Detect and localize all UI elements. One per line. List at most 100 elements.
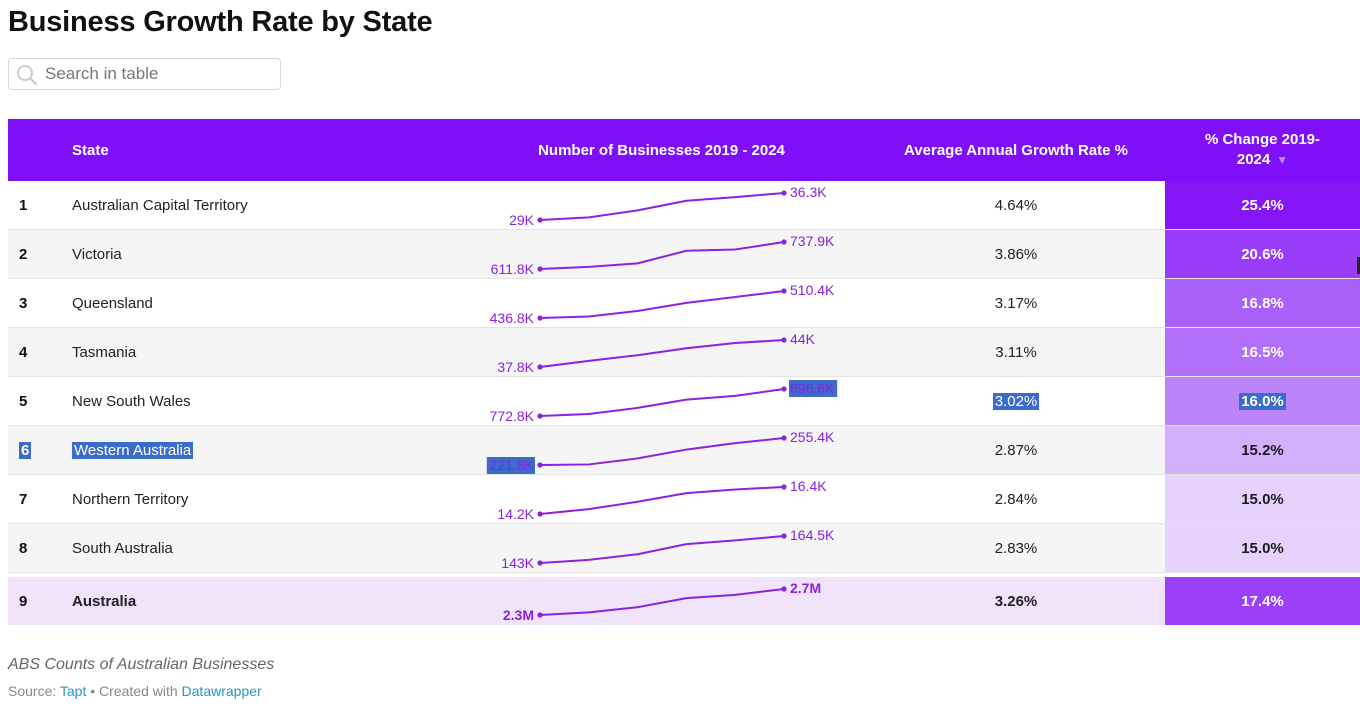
row-pct-change-value: 15.2% [1241, 441, 1284, 459]
row-avg-growth: 3.11% [875, 328, 1157, 376]
sparkline-end-label: 2.7M [790, 580, 821, 596]
column-header-businesses[interactable]: Number of Businesses 2019 - 2024 [538, 141, 785, 159]
sparkline-end-point [781, 435, 787, 441]
sparkline-end-point [781, 586, 787, 592]
row-pct-change-value: 17.4% [1241, 592, 1284, 610]
row-avg-growth: 3.02% [875, 377, 1157, 425]
row-state-value: New South Wales [72, 392, 191, 410]
text-cursor [1357, 257, 1360, 274]
sparkline-start-label: 143K [501, 555, 534, 571]
created-with-text: Created with [99, 683, 178, 699]
text-selection-highlight [789, 380, 838, 397]
sparkline-end-point [781, 190, 787, 196]
datawrapper-link[interactable]: Datawrapper [181, 683, 262, 699]
sparkline-path [539, 437, 785, 466]
row-rank: 2 [19, 230, 27, 278]
search-box[interactable] [8, 58, 281, 90]
sparkline-path [539, 192, 785, 221]
sort-down-icon: ▼ [1276, 153, 1289, 167]
sparkline: 611.8K 737.9K [491, 233, 835, 277]
row-state: Northern Territory [72, 475, 188, 523]
row-avg-growth-value: 3.02% [992, 392, 1040, 410]
row-state: Australian Capital Territory [72, 181, 248, 229]
row-avg-growth-value: 2.83% [994, 539, 1038, 557]
sparkline-end-point [781, 337, 787, 343]
row-rank-value: 6 [19, 441, 32, 459]
row-rank-value: 9 [19, 592, 28, 610]
sparkline-start-point [537, 511, 543, 517]
sparkline-end-label: 36.3K [790, 184, 827, 200]
sparkline-path [539, 241, 785, 270]
sparkline-start-label: 2.3M [503, 607, 534, 623]
page-title: Business Growth Rate by State [8, 6, 433, 38]
row-rank-value: 4 [19, 343, 28, 361]
row-rank: 8 [19, 524, 27, 572]
row-avg-growth: 4.64% [875, 181, 1157, 229]
row-state-value: Western Australia [72, 441, 194, 459]
row-pct-change: 15.0% [1165, 524, 1360, 572]
table-total-row: 9 Australia 2.3M 2.7M 3.26% 17.4% [8, 577, 1360, 625]
row-rank-value: 3 [19, 294, 28, 312]
sparkline-end-point [781, 239, 787, 245]
table-caption: ABS Counts of Australian Businesses [8, 656, 275, 673]
sparkline: 772.8K 896.6K [490, 380, 838, 424]
column-header-avg-growth[interactable]: Average Annual Growth Rate % [904, 141, 1128, 159]
sparkline-end-label: 510.4K [790, 282, 835, 298]
sparkline-path [539, 290, 785, 319]
search-icon [17, 65, 38, 86]
row-rank: 6 [19, 426, 32, 474]
row-rank: 5 [19, 377, 27, 425]
sparkline-start-point [537, 217, 543, 223]
sparkline-start-point [537, 612, 543, 618]
sparkline: 143K 164.5K [501, 527, 835, 571]
search-input[interactable] [45, 62, 275, 86]
sparkline-start-label: 14.2K [497, 506, 534, 522]
separator: • [90, 683, 96, 699]
sparkline-end-label: 896.6K [790, 380, 835, 396]
sparkline-start-point [537, 315, 543, 321]
table-header: State Number of Businesses 2019 - 2024 A… [8, 119, 1360, 181]
row-state-value: Tasmania [72, 343, 137, 361]
sparkline-start-point [537, 560, 543, 566]
table-row: 6 Western Australia 221.8K 255.4K 2.87% 15.2% [8, 426, 1360, 475]
row-rank-value: 1 [19, 196, 28, 214]
source-link[interactable]: Tapt [59, 683, 87, 699]
table-row: 4 Tasmania 37.8K 44K 3.11% 16.5% [8, 328, 1360, 377]
sparkline-start-label: 37.8K [497, 359, 534, 375]
row-pct-change: 20.6% [1165, 230, 1360, 278]
table-row: 2 Victoria 611.8K 737.9K 3.86% 20.6% [8, 230, 1360, 279]
table-body: 1 Australian Capital Territory 29K 36.3K 4.6… [8, 181, 1360, 625]
sparkline-end-label: 737.9K [790, 233, 835, 249]
sparkline-start-label: 221.8K [490, 457, 535, 473]
sparkline-path [539, 535, 785, 564]
row-avg-growth: 3.86% [875, 230, 1157, 278]
sparkline-end-point [781, 288, 787, 294]
row-avg-growth-value: 2.84% [994, 490, 1038, 508]
sparkline-start-point [537, 266, 543, 272]
row-state: Tasmania [72, 328, 136, 376]
data-table: State Number of Businesses 2019 - 2024 A… [8, 119, 1360, 625]
column-header-pct-change[interactable]: % Change 2019-2024 ▼ [1165, 119, 1360, 181]
source-prefix: Source: [8, 683, 57, 699]
row-state: Victoria [72, 230, 122, 278]
row-rank: 3 [19, 279, 27, 327]
row-pct-change: 16.0% [1165, 377, 1360, 425]
sparkline-start-label: 436.8K [490, 310, 535, 326]
sparkline-end-label: 16.4K [790, 478, 827, 494]
table-row: 1 Australian Capital Territory 29K 36.3K 4.6… [8, 181, 1360, 230]
row-pct-change-value: 25.4% [1241, 196, 1284, 214]
sparkline-path [539, 588, 785, 616]
sparkline-start-label: 29K [509, 212, 535, 228]
row-avg-growth: 3.17% [875, 279, 1157, 327]
table-row: 5 New South Wales 772.8K 896.6K 3.02% 16.0% [8, 377, 1360, 426]
row-state-value: South Australia [72, 539, 173, 557]
row-rank-value: 7 [19, 490, 28, 508]
row-rank-value: 8 [19, 539, 28, 557]
row-pct-change-value: 15.0% [1241, 490, 1284, 508]
sparkline-path [539, 339, 785, 368]
column-header-state[interactable]: State [72, 141, 109, 159]
sparkline-end-label: 164.5K [790, 527, 835, 543]
row-avg-growth: 3.26% [875, 577, 1157, 625]
table-row: 8 South Australia 143K 164.5K 2.83% 15.0% [8, 524, 1360, 573]
row-state-value: Northern Territory [72, 490, 189, 508]
